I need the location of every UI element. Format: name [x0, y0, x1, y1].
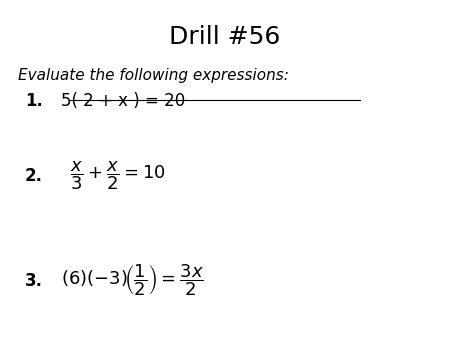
Text: 5( 2 + x ) = 20: 5( 2 + x ) = 20 — [61, 92, 185, 111]
Text: $(6)(-3)\!\left(\dfrac{1}{2}\right)=\dfrac{3x}{2}$: $(6)(-3)\!\left(\dfrac{1}{2}\right)=\dfr… — [61, 263, 203, 298]
Text: $\dfrac{x}{3}+\dfrac{x}{2}=10$: $\dfrac{x}{3}+\dfrac{x}{2}=10$ — [70, 160, 165, 192]
Text: 2.: 2. — [25, 167, 43, 185]
Text: 3.: 3. — [25, 271, 43, 290]
Text: Drill #56: Drill #56 — [169, 25, 281, 49]
Text: 1.: 1. — [25, 92, 43, 111]
Text: Evaluate the following expressions:: Evaluate the following expressions: — [18, 68, 289, 82]
